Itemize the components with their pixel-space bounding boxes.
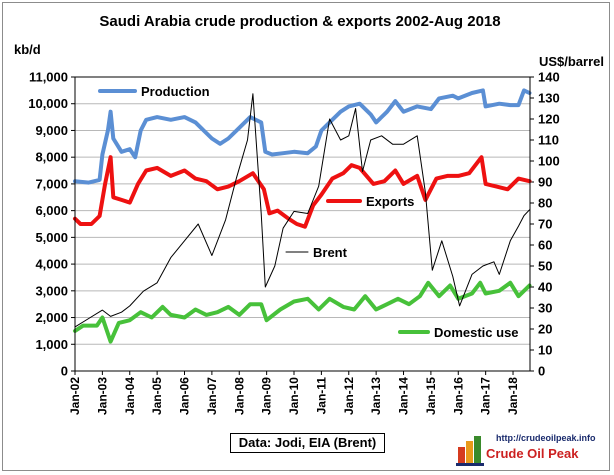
- x-tick-label: Jan-10: [287, 377, 301, 415]
- series-brent-line: [74, 93, 531, 328]
- y-right-tick-label: 80: [538, 196, 552, 211]
- y-right-tick-label: 140: [538, 70, 560, 85]
- y-right-tick-label: 130: [538, 91, 560, 106]
- logo-name: Crude Oil Peak: [486, 446, 579, 461]
- x-tick-label: Jan-11: [314, 377, 328, 415]
- oil-drum-icon: [456, 436, 484, 466]
- y-right-tick-label: 90: [538, 175, 552, 190]
- y-left-tick-label: 3,000: [35, 283, 68, 298]
- y-left-tick-label: 4,000: [35, 257, 68, 272]
- x-tick-label: Jan-14: [397, 377, 411, 415]
- y-right-tick-label: 110: [538, 133, 559, 148]
- crude-oil-peak-logo[interactable]: http://crudeoilpeak.info Crude Oil Peak: [456, 432, 606, 468]
- y-left-tick-label: 8,000: [35, 150, 68, 165]
- series-exports-line: [73, 155, 532, 229]
- y-left-tick-label: 0: [61, 364, 68, 379]
- y-right-tick-label: 120: [538, 112, 560, 127]
- y-axis-left-ticks: 0 1,000 2,000 3,000 4,000 5,000 6,000 7,000 8,00…: [28, 70, 75, 379]
- x-tick-label: Jan-18: [506, 377, 520, 415]
- y-left-tick-label: 7,000: [35, 176, 68, 191]
- y-left-tick-label: 2,000: [35, 310, 68, 325]
- y-left-tick-label: 5,000: [35, 230, 68, 245]
- x-tick-label: Jan-15: [424, 377, 438, 415]
- x-tick-label: Jan-02: [68, 377, 82, 415]
- legend-domestic-use-label: Domestic use: [434, 325, 519, 340]
- series-layer: [73, 88, 532, 344]
- x-tick-label: Jan-06: [178, 377, 192, 415]
- x-tick-label: Jan-13: [369, 377, 383, 415]
- y-left-tick-label: 1,000: [35, 337, 68, 352]
- chart-frame: [2, 2, 610, 471]
- plot-border: [74, 76, 531, 372]
- x-tick-label: Jan-16: [451, 377, 465, 415]
- legend-exports-label: Exports: [366, 194, 414, 209]
- y-axis-right-label: US$/barrel: [539, 54, 604, 69]
- x-tick-label: Jan-09: [260, 377, 274, 415]
- y-left-tick-label: 6,000: [35, 203, 68, 218]
- logo-url[interactable]: http://crudeoilpeak.info: [496, 433, 596, 443]
- y-axis-right-ticks: 0 10 20 30 40 50 60 70 80 90 100 110 120 130 140: [530, 70, 560, 379]
- y-axis-left-label: kb/d: [14, 42, 41, 57]
- legend-brent-label: Brent: [313, 245, 348, 260]
- x-axis-ticks: Jan-02 Jan-03 Jan-04 Jan-05 Jan-06 Jan-07 Jan-…: [68, 371, 520, 415]
- x-tick-label: Jan-07: [205, 377, 219, 415]
- y-left-tick-label: 11,000: [29, 70, 68, 85]
- y-left-tick-label: 10,000: [28, 96, 68, 111]
- x-tick-label: Jan-12: [342, 377, 356, 415]
- y-right-tick-label: 100: [538, 154, 560, 169]
- y-right-tick-label: 40: [538, 280, 552, 295]
- series-production-line: [73, 88, 532, 185]
- y-right-tick-label: 30: [538, 301, 552, 316]
- x-tick-label: Jan-05: [150, 377, 164, 415]
- source-note: Data: Jodi, EIA (Brent): [230, 433, 385, 453]
- x-tick-label: Jan-08: [232, 377, 246, 415]
- y-right-tick-label: 50: [538, 259, 552, 274]
- legend: Production Exports Brent Domestic use: [98, 84, 519, 340]
- x-tick-label: Jan-03: [95, 377, 109, 415]
- y-left-tick-label: 9,000: [35, 123, 68, 138]
- x-tick-label: Jan-17: [479, 377, 493, 415]
- y-right-tick-label: 60: [538, 238, 552, 253]
- y-right-tick-label: 10: [538, 343, 552, 358]
- y-right-tick-label: 0: [538, 364, 545, 379]
- legend-production-label: Production: [141, 84, 210, 99]
- chart-title: Saudi Arabia crude production & exports …: [99, 13, 500, 30]
- y-right-tick-label: 70: [538, 217, 552, 232]
- y-right-tick-label: 20: [538, 322, 552, 337]
- x-tick-label: Jan-04: [123, 377, 137, 415]
